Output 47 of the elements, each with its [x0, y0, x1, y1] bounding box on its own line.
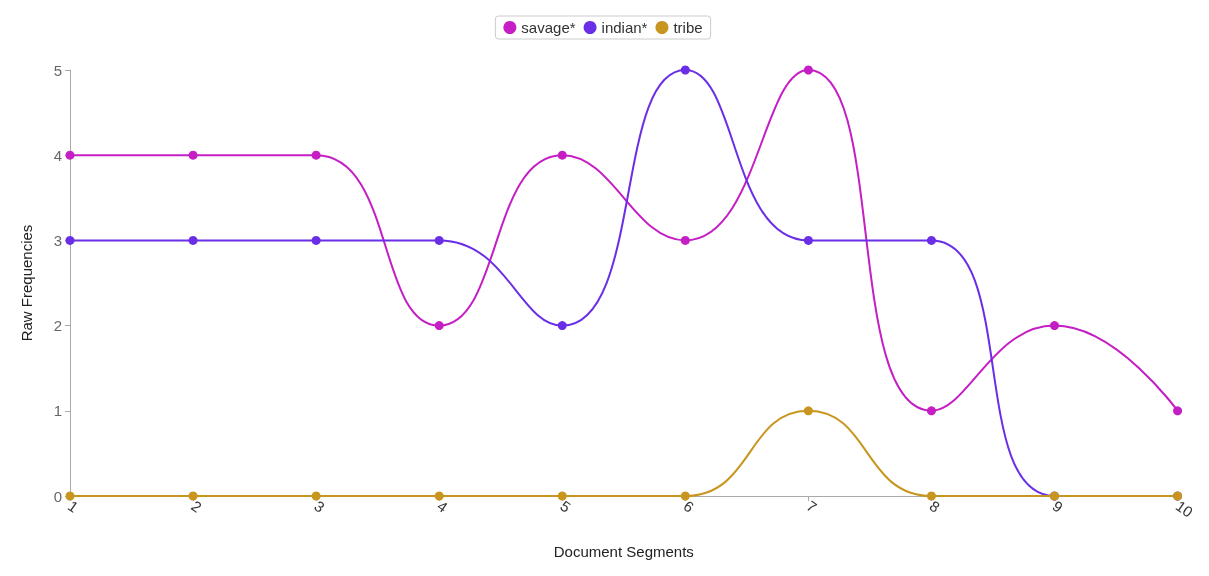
point: [311, 491, 321, 501]
x-tick-label: 7: [803, 497, 821, 516]
point: [1173, 406, 1183, 416]
point: [557, 150, 567, 160]
x-tick-label: 6: [680, 497, 698, 516]
point: [803, 65, 813, 75]
point: [188, 235, 198, 245]
point: [65, 150, 75, 160]
point: [926, 491, 936, 501]
legend-label: tribe: [673, 19, 703, 36]
y-tick-label: 2: [53, 317, 62, 335]
x-tick-label: 5: [557, 497, 574, 516]
point: [311, 235, 321, 245]
x-tick-label: 10: [1172, 497, 1197, 521]
point: [926, 406, 936, 416]
y-tick-label: 5: [53, 61, 62, 79]
legend-label: indian*: [601, 19, 648, 36]
x-tick-label: 4: [434, 497, 451, 516]
point: [65, 491, 75, 501]
point: [680, 65, 690, 75]
x-tick-label: 9: [1049, 497, 1067, 516]
point: [680, 235, 690, 245]
y-tick-label: 0: [53, 487, 62, 505]
y-tick-label: 1: [53, 402, 62, 420]
point: [188, 491, 198, 501]
point: [803, 235, 813, 245]
point: [65, 235, 75, 245]
legend-label: savage*: [521, 19, 576, 36]
point: [311, 150, 321, 160]
x-tick-label: 1: [65, 497, 82, 516]
point: [803, 406, 813, 416]
y-tick-label: 3: [53, 231, 62, 249]
x-axis-title: Document Segments: [553, 543, 694, 560]
point: [1050, 321, 1060, 331]
point: [188, 150, 198, 160]
point: [926, 235, 936, 245]
point: [557, 321, 567, 331]
point: [434, 321, 444, 331]
x-tick-label: 8: [926, 497, 944, 516]
x-tick-label: 2: [188, 497, 205, 516]
point: [434, 491, 444, 501]
y-tick-label: 4: [53, 146, 62, 164]
x-tick-label: 3: [311, 497, 328, 516]
point: [680, 491, 690, 501]
point: [434, 235, 444, 245]
point: [557, 491, 567, 501]
y-axis-title: Raw Frequencies: [18, 224, 35, 342]
